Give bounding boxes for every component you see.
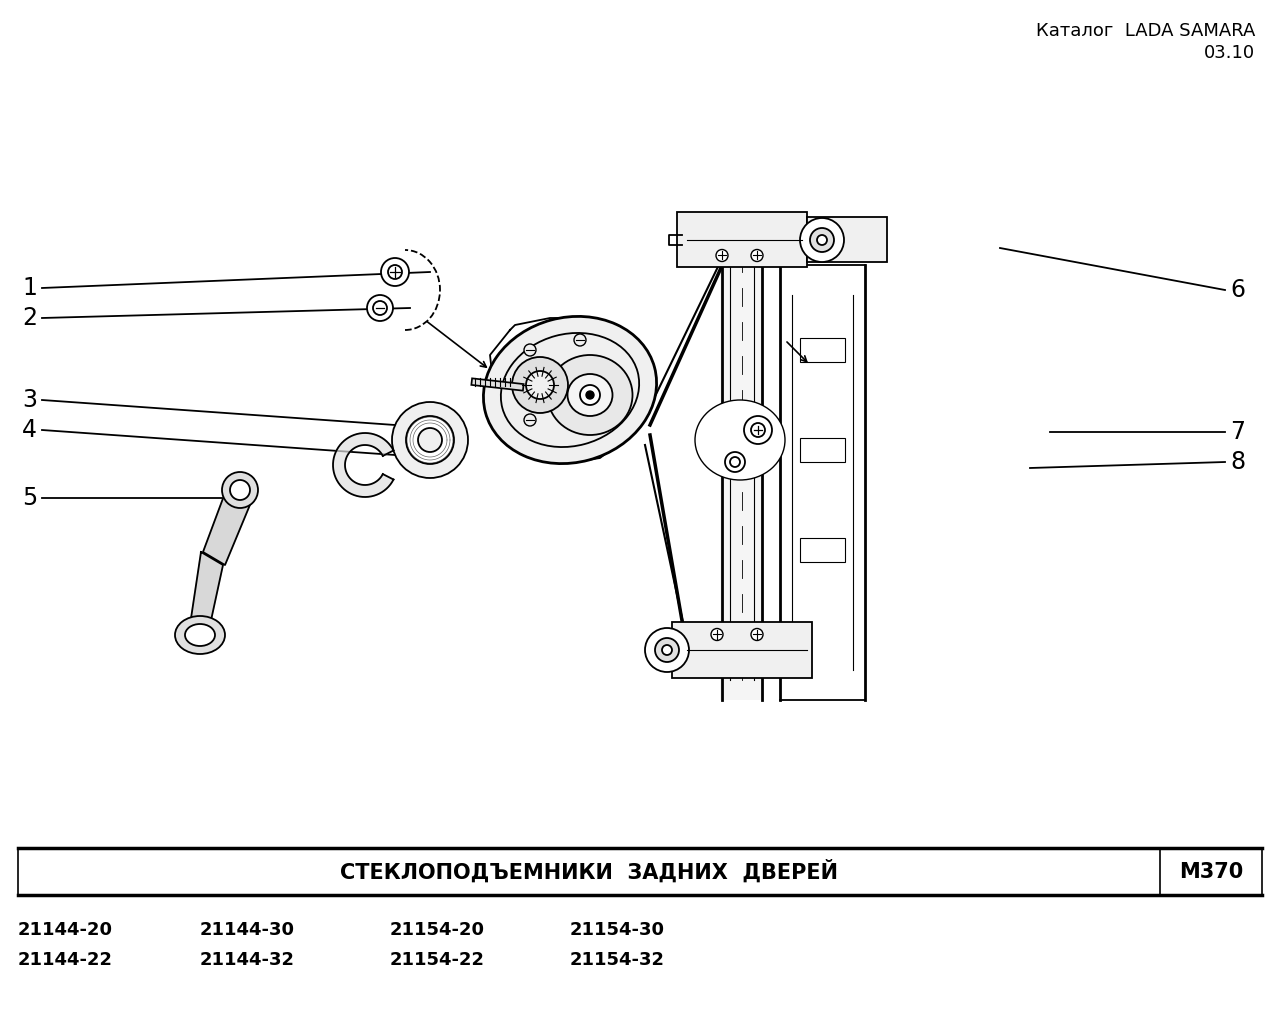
Circle shape: [524, 414, 536, 426]
FancyBboxPatch shape: [800, 338, 845, 362]
FancyBboxPatch shape: [800, 438, 845, 461]
Circle shape: [367, 295, 393, 321]
Text: 6: 6: [1230, 278, 1245, 302]
FancyBboxPatch shape: [806, 217, 887, 262]
Circle shape: [710, 629, 723, 640]
Text: СТЕКЛОПОДЪЕМНИКИ  ЗАДНИХ  ДВЕРЕЙ: СТЕКЛОПОДЪЕМНИКИ ЗАДНИХ ДВЕРЕЙ: [340, 860, 838, 883]
Circle shape: [716, 249, 728, 261]
Ellipse shape: [500, 333, 639, 447]
Text: 21154-22: 21154-22: [390, 951, 485, 969]
Text: Каталог  LADA SAMARA: Каталог LADA SAMARA: [1036, 22, 1254, 40]
Circle shape: [586, 391, 594, 399]
Circle shape: [730, 457, 740, 467]
Circle shape: [751, 629, 763, 640]
Text: 21144-22: 21144-22: [18, 951, 113, 969]
Circle shape: [655, 638, 678, 662]
Circle shape: [419, 428, 442, 452]
Circle shape: [526, 371, 554, 399]
Text: 2: 2: [22, 306, 37, 330]
FancyBboxPatch shape: [719, 230, 764, 700]
Circle shape: [406, 416, 454, 464]
Text: М370: М370: [1179, 862, 1243, 881]
Text: 5: 5: [22, 486, 37, 510]
Ellipse shape: [175, 616, 225, 654]
Text: 1: 1: [22, 276, 37, 300]
Circle shape: [512, 357, 568, 414]
Text: 21154-20: 21154-20: [390, 921, 485, 939]
Text: 8: 8: [1230, 450, 1245, 474]
Circle shape: [524, 344, 536, 356]
FancyBboxPatch shape: [677, 212, 806, 268]
Text: 7: 7: [1230, 420, 1245, 444]
Polygon shape: [189, 552, 223, 625]
Polygon shape: [204, 485, 252, 565]
Circle shape: [372, 301, 387, 315]
Text: 03.10: 03.10: [1204, 44, 1254, 62]
Text: 4: 4: [22, 418, 37, 442]
FancyBboxPatch shape: [672, 623, 812, 678]
Circle shape: [817, 235, 827, 245]
Text: 3: 3: [22, 388, 37, 412]
Circle shape: [221, 472, 259, 508]
Circle shape: [724, 452, 745, 472]
Ellipse shape: [695, 400, 785, 480]
Circle shape: [573, 334, 586, 346]
Circle shape: [662, 645, 672, 655]
FancyBboxPatch shape: [800, 538, 845, 562]
Text: 21144-20: 21144-20: [18, 921, 113, 939]
Ellipse shape: [567, 374, 613, 416]
Circle shape: [751, 249, 763, 261]
Circle shape: [744, 416, 772, 444]
Circle shape: [751, 423, 765, 437]
Circle shape: [810, 228, 835, 252]
Text: 21154-32: 21154-32: [570, 951, 666, 969]
Text: 21144-32: 21144-32: [200, 951, 294, 969]
Polygon shape: [333, 433, 393, 497]
Circle shape: [800, 218, 844, 262]
Ellipse shape: [484, 317, 657, 464]
Circle shape: [392, 402, 468, 478]
Text: 21154-30: 21154-30: [570, 921, 666, 939]
Circle shape: [381, 258, 410, 286]
Circle shape: [388, 265, 402, 279]
Ellipse shape: [186, 624, 215, 646]
Circle shape: [580, 385, 600, 405]
Circle shape: [645, 628, 689, 672]
Circle shape: [230, 480, 250, 500]
Text: 21144-30: 21144-30: [200, 921, 294, 939]
Ellipse shape: [548, 355, 632, 435]
